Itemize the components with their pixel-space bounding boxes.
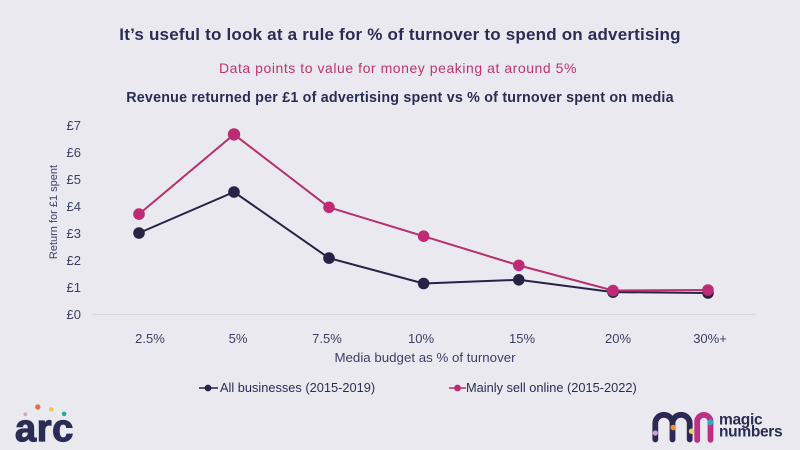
svg-text:numbers: numbers: [719, 424, 782, 441]
svg-text:arc: arc: [15, 408, 74, 448]
svg-text:magic: magic: [719, 412, 763, 429]
